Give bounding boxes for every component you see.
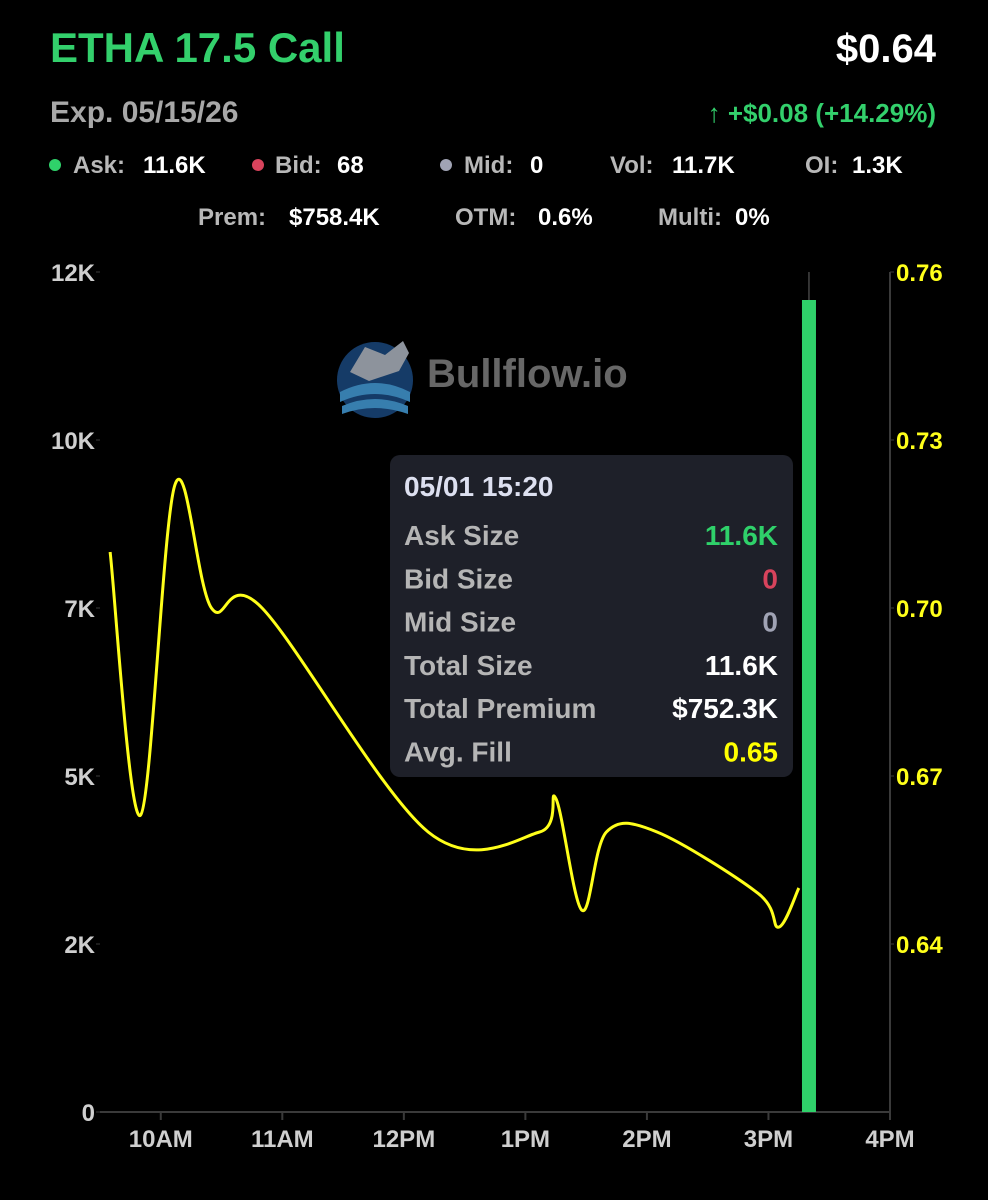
x-tick-label: 11AM — [251, 1126, 314, 1153]
stat-value: 0% — [735, 204, 770, 231]
tooltip-value: 0.65 — [724, 737, 779, 768]
y2-tick-label: 0.76 — [896, 260, 943, 287]
x-tick-label: 2PM — [622, 1126, 671, 1153]
stat-label: Mid: — [464, 152, 513, 179]
tooltip-label: Total Size — [404, 650, 533, 681]
y-tick-label: 2K — [64, 932, 95, 959]
tooltip-label: Total Premium — [404, 693, 596, 724]
contract-title: ETHA 17.5 Call — [50, 24, 345, 71]
y2-tick-label: 0.64 — [896, 932, 943, 959]
tooltip-value: 0 — [762, 607, 778, 638]
tooltip-label: Ask Size — [404, 520, 519, 551]
tooltip-label: Bid Size — [404, 563, 513, 594]
x-tick-label: 12PM — [372, 1126, 435, 1153]
tooltip-value: 0 — [762, 563, 778, 594]
x-tick-label: 10AM — [129, 1126, 193, 1153]
expiry: Exp. 05/15/26 — [50, 96, 238, 129]
stat-value: 0.6% — [538, 204, 593, 231]
watermark-text: Bullflow.io — [427, 352, 628, 396]
price-change: ↑ +$0.08 (+14.29%) — [708, 98, 936, 128]
stat-label: Bid: — [275, 152, 322, 179]
tooltip-value: 11.6K — [705, 650, 778, 681]
y-tick-label: 7K — [64, 596, 95, 623]
stat-value: $758.4K — [289, 204, 380, 231]
y2-tick-label: 0.67 — [896, 764, 943, 791]
tooltip-title: 05/01 15:20 — [404, 471, 553, 502]
price: $0.64 — [836, 27, 937, 71]
stat-dot — [252, 159, 264, 171]
y-tick-label: 12K — [51, 260, 96, 287]
watermark: Bullflow.io — [337, 341, 628, 418]
logo-waves — [340, 383, 410, 414]
x-tick-label: 4PM — [865, 1126, 914, 1153]
stat-label: Ask: — [73, 152, 125, 179]
stat-dot — [440, 159, 452, 171]
bar — [801, 300, 816, 1112]
stat-dot — [49, 159, 61, 171]
stat-value: 1.3K — [852, 152, 903, 179]
price-line — [108, 477, 801, 929]
tooltip-label: Mid Size — [404, 607, 516, 638]
x-tick-label: 1PM — [501, 1126, 550, 1153]
stat-label: Vol: — [610, 152, 654, 179]
tooltip-box — [390, 455, 793, 777]
y2-tick-label: 0.73 — [896, 428, 943, 455]
stat-value: 68 — [337, 152, 364, 179]
stat-label: OTM: — [455, 204, 516, 231]
stat-value: 11.7K — [672, 152, 735, 179]
y2-tick-label: 0.70 — [896, 596, 943, 623]
stat-label: Prem: — [198, 204, 266, 231]
stat-value: 11.6K — [143, 152, 206, 179]
stat-value: 0 — [530, 152, 543, 179]
tooltip-value: $752.3K — [672, 693, 778, 724]
y-tick-label: 0 — [82, 1100, 95, 1127]
y-tick-label: 5K — [64, 764, 95, 791]
tooltip-label: Avg. Fill — [404, 737, 512, 768]
x-tick-label: 3PM — [744, 1126, 793, 1153]
y-tick-label: 10K — [51, 428, 96, 455]
tooltip-value: 11.6K — [705, 520, 778, 551]
logo-bull — [350, 341, 409, 381]
stat-label: Multi: — [658, 204, 722, 231]
stat-label: OI: — [805, 152, 838, 179]
